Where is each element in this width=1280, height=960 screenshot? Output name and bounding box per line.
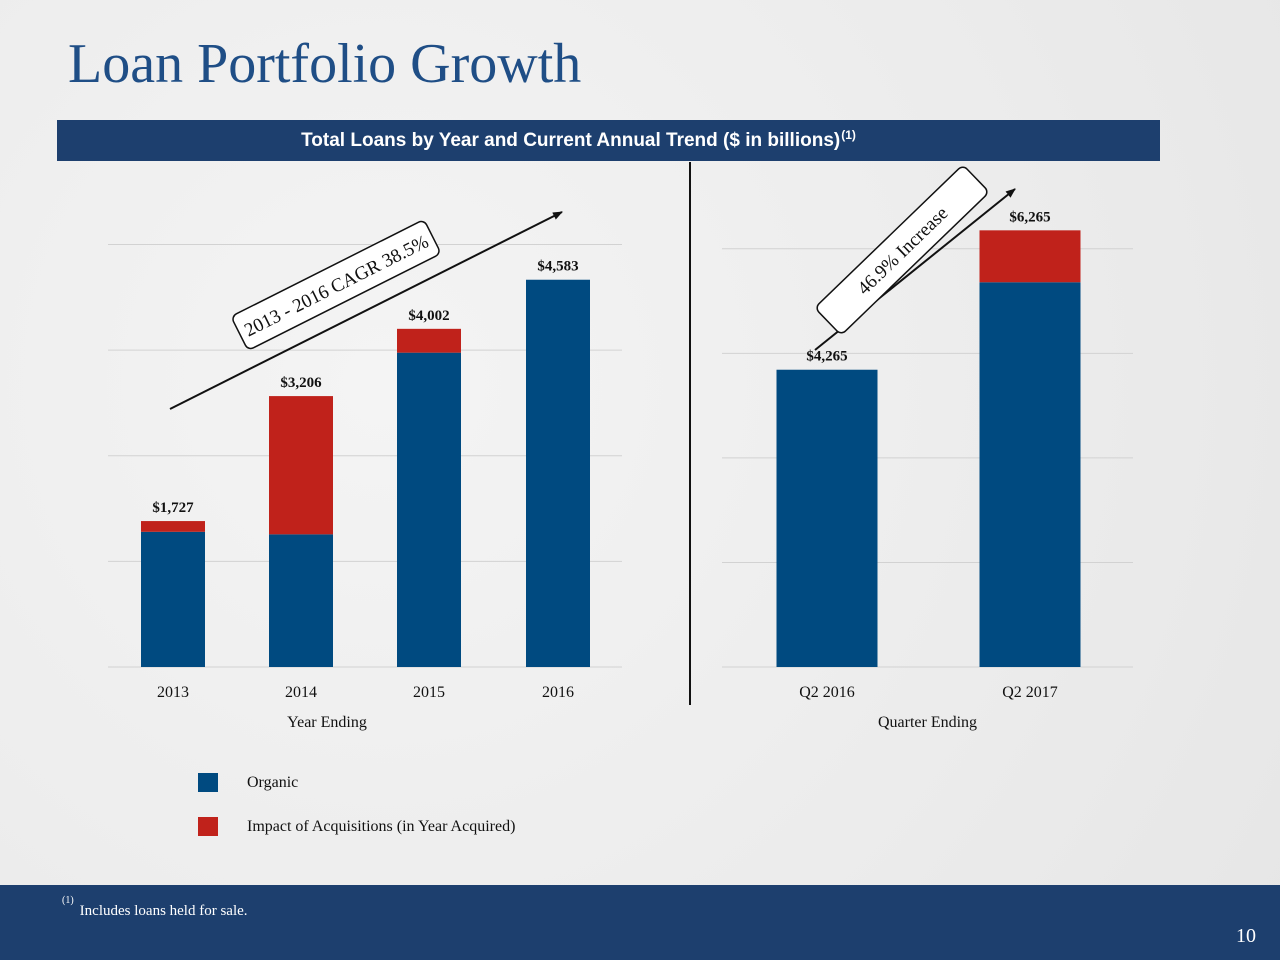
footnote: (1) Includes loans held for sale. <box>62 895 248 920</box>
legend-item-organic: Organic <box>198 773 298 792</box>
footnote-text: Includes loans held for sale. <box>79 903 248 919</box>
bar-organic-q2-2017 <box>979 282 1081 667</box>
bar-acquisitions-2015 <box>397 328 461 353</box>
bar-organic-2016 <box>526 279 590 667</box>
footer-bar: (1) Includes loans held for sale. 10 <box>0 885 1280 960</box>
bar-organic-q2-2016 <box>776 369 878 667</box>
x-axis-title: Year Ending <box>287 714 367 731</box>
x-tick-label: 2014 <box>285 684 317 701</box>
chart-annual: $1,727 2013 $3,206 2014 $4,002 2015 $4,583 2016… <box>108 244 622 731</box>
increase-callout-box <box>816 166 988 334</box>
legend-label-acquisitions: Impact of Acquisitions (in Year Acquired… <box>247 817 516 835</box>
legend-swatch-organic <box>198 773 218 792</box>
data-label: $3,206 <box>280 375 322 391</box>
data-label: $4,583 <box>537 259 578 275</box>
legend-label-organic: Organic <box>247 773 299 791</box>
chart-banner: Total Loans by Year and Current Annual T… <box>57 120 1160 161</box>
x-tick-label: 2013 <box>157 684 189 701</box>
bar-organic-2013 <box>141 531 205 667</box>
cagr-callout-box <box>232 220 440 350</box>
data-label: $4,265 <box>806 349 847 365</box>
legend-item-acquisitions: Impact of Acquisitions (in Year Acquired… <box>198 817 515 836</box>
data-label: $1,727 <box>152 500 194 516</box>
banner-text: Total Loans by Year and Current Annual T… <box>301 129 841 151</box>
data-label: $4,002 <box>408 308 449 324</box>
page-number: 10 <box>1236 925 1256 947</box>
legend-swatch-acquisitions <box>198 817 218 836</box>
banner-footnote-marker: (1) <box>841 127 856 142</box>
x-tick-label: 2015 <box>413 684 445 701</box>
bar-acquisitions-q2-2017 <box>979 230 1081 283</box>
x-tick-label: Q2 2016 <box>799 684 855 701</box>
increase-callout: 46.9% Increase <box>816 166 988 334</box>
chart-quarterly: $4,265 Q2 2016 $6,265 Q2 2017 Quarter Ending <box>722 209 1133 731</box>
slide-title: Loan Portfolio Growth <box>68 33 582 95</box>
bar-acquisitions-2014 <box>269 396 333 535</box>
bar-organic-2014 <box>269 534 333 667</box>
x-tick-label: Q2 2017 <box>1002 684 1058 701</box>
bar-acquisitions-2013 <box>141 521 205 532</box>
bar-organic-2015 <box>397 352 461 667</box>
x-axis-title: Quarter Ending <box>878 714 977 731</box>
x-tick-label: 2016 <box>542 684 574 701</box>
data-label: $6,265 <box>1009 209 1050 225</box>
footnote-marker: (1) <box>62 895 74 906</box>
cagr-arrow <box>169 211 563 410</box>
